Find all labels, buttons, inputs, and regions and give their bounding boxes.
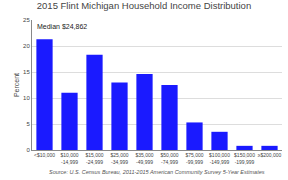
svg-text:Median $24,862: Median $24,862 — [37, 23, 87, 30]
svg-text:Source: U.S. Census Bureau, 20: Source: U.S. Census Bureau, 2011-2015 Am… — [49, 169, 265, 175]
svg-text:$10,000-14,999: $10,000-14,999 — [60, 152, 78, 165]
svg-text:$75,000-99,999: $75,000-99,999 — [185, 152, 203, 165]
svg-text:10: 10 — [23, 95, 30, 101]
svg-text:$150,000-199,999: $150,000-199,999 — [234, 152, 255, 165]
svg-text:0: 0 — [26, 147, 30, 153]
svg-text:$100,000-149,999: $100,000-149,999 — [209, 152, 230, 165]
svg-text:Percent: Percent — [13, 73, 20, 97]
svg-text:2015 Flint Michigan Household: 2015 Flint Michigan Household Income Dis… — [37, 0, 251, 11]
svg-text:20: 20 — [23, 43, 30, 49]
svg-text:$25,000-34,999: $25,000-34,999 — [110, 152, 128, 165]
svg-text:$35,000-49,999: $35,000-49,999 — [135, 152, 153, 165]
svg-text:5: 5 — [26, 121, 30, 127]
svg-text:15: 15 — [23, 69, 30, 75]
svg-text:<$10,000: <$10,000 — [34, 152, 55, 158]
svg-text:$50,000-74,999: $50,000-74,999 — [160, 152, 178, 165]
svg-text:$15,000-24,999: $15,000-24,999 — [85, 152, 103, 165]
svg-text:≥$200,000: ≥$200,000 — [258, 152, 282, 158]
svg-text:25: 25 — [23, 17, 30, 23]
